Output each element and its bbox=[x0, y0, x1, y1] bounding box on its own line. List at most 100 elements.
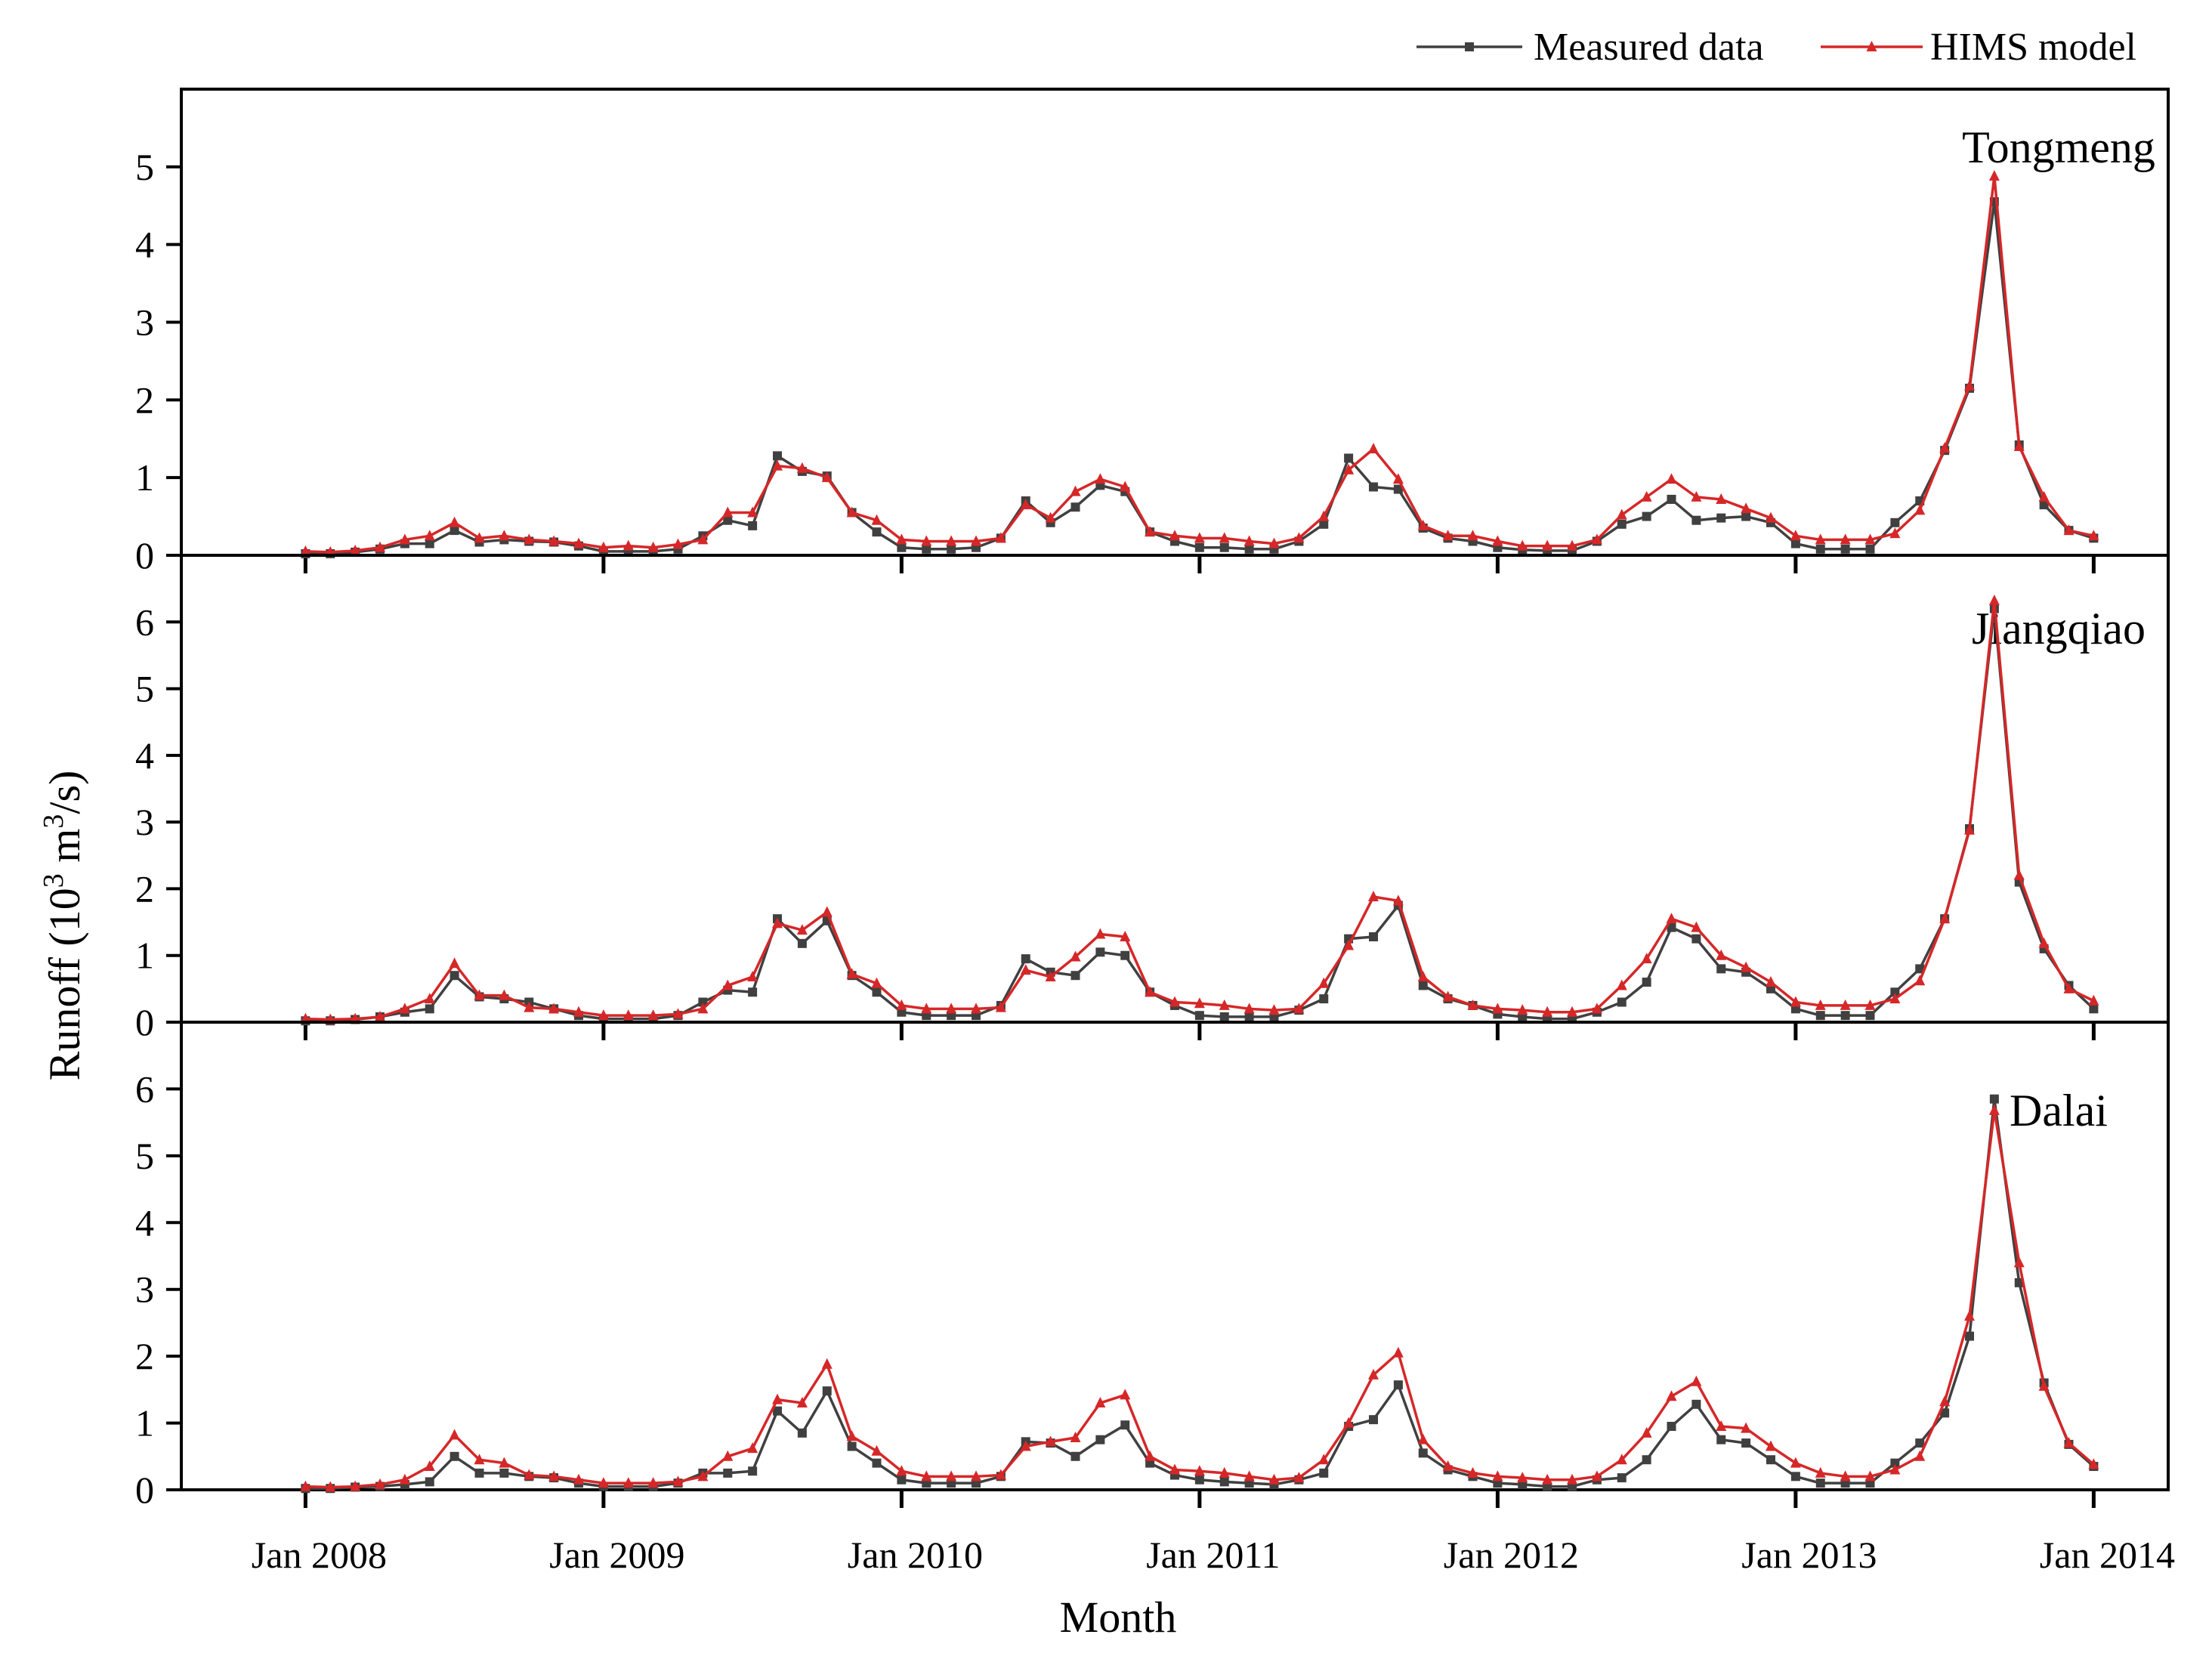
y-tick-label: 5 bbox=[135, 1135, 154, 1177]
data-point bbox=[922, 544, 931, 554]
x-tick-label: Jan 2009 bbox=[549, 1534, 684, 1576]
data-point bbox=[946, 1470, 957, 1482]
data-point bbox=[773, 451, 782, 461]
data-point bbox=[1368, 1368, 1379, 1380]
data-point bbox=[896, 999, 907, 1010]
data-point bbox=[1815, 1478, 1825, 1488]
data-point bbox=[450, 526, 459, 536]
data-point bbox=[573, 1006, 584, 1017]
data-point bbox=[375, 541, 385, 552]
data-point bbox=[399, 533, 410, 545]
data-point bbox=[450, 971, 459, 981]
data-point bbox=[1840, 544, 1850, 554]
data-point bbox=[1617, 519, 1627, 529]
series-line bbox=[305, 175, 2094, 554]
y-tick-label: 5 bbox=[135, 668, 154, 710]
data-point bbox=[1666, 913, 1677, 924]
data-point bbox=[474, 1468, 484, 1478]
data-point bbox=[524, 1001, 535, 1012]
data-point bbox=[1343, 939, 1355, 950]
data-point bbox=[722, 979, 734, 990]
data-point bbox=[1567, 1006, 1577, 1017]
data-point bbox=[573, 1473, 584, 1485]
data-point bbox=[772, 1393, 783, 1404]
data-point bbox=[1666, 1390, 1677, 1401]
data-point bbox=[1716, 1435, 1726, 1444]
panel-jiangqiao: 0 1 2 3 4 5 6 Jiangqiao bbox=[135, 554, 2170, 1043]
data-point bbox=[896, 1465, 907, 1476]
legend-swatch-marker bbox=[1866, 41, 1877, 51]
data-point bbox=[995, 1469, 1006, 1480]
data-point bbox=[1169, 530, 1180, 541]
data-point bbox=[548, 1003, 560, 1014]
data-point bbox=[1369, 932, 1378, 941]
data-point bbox=[1890, 518, 1900, 527]
data-point bbox=[871, 977, 882, 988]
data-point bbox=[1319, 1468, 1329, 1478]
station-label: Tongmeng bbox=[1962, 122, 2155, 172]
data-point bbox=[1840, 533, 1851, 545]
data-point bbox=[647, 1477, 659, 1488]
data-point bbox=[1194, 532, 1205, 543]
data-point bbox=[647, 1009, 659, 1021]
data-point bbox=[821, 906, 833, 917]
data-point bbox=[971, 1470, 981, 1482]
series-line bbox=[305, 1108, 2095, 1489]
data-point bbox=[872, 527, 882, 537]
series-measured bbox=[301, 197, 2099, 558]
data-point bbox=[598, 1009, 609, 1021]
y-tick-label: 1 bbox=[135, 935, 154, 977]
data-point bbox=[1741, 502, 1752, 514]
legend-swatch-marker bbox=[1465, 42, 1474, 51]
data-point bbox=[1219, 532, 1230, 543]
data-point bbox=[1145, 1450, 1156, 1461]
data-point bbox=[1741, 1422, 1752, 1433]
data-point bbox=[1194, 542, 1204, 552]
data-point bbox=[1865, 1011, 1875, 1021]
data-point bbox=[399, 1473, 410, 1485]
y-tick-label: 2 bbox=[135, 378, 154, 421]
data-point bbox=[449, 516, 460, 527]
data-point bbox=[1293, 1003, 1305, 1014]
data-point bbox=[1070, 485, 1081, 496]
data-point bbox=[1542, 1473, 1553, 1485]
data-point bbox=[1915, 964, 1925, 974]
data-point bbox=[2013, 1256, 2025, 1268]
data-point bbox=[1492, 535, 1503, 546]
data-point bbox=[946, 1003, 957, 1014]
y-tick-label: 4 bbox=[135, 224, 154, 266]
data-point bbox=[1492, 1470, 1503, 1482]
data-point bbox=[1915, 1438, 1925, 1448]
data-point bbox=[1889, 527, 1901, 539]
data-point bbox=[1120, 480, 1131, 492]
data-point bbox=[1964, 379, 1975, 391]
x-axis: Jan 2008 Jan 2009 Jan 2010 Jan 2011 Jan 2012… bbox=[252, 1534, 2175, 1576]
data-point bbox=[1716, 964, 1726, 974]
data-point bbox=[424, 993, 435, 1004]
data-point bbox=[1442, 530, 1454, 541]
data-point bbox=[1070, 1451, 1080, 1461]
data-point bbox=[474, 1454, 485, 1465]
data-point bbox=[1914, 1450, 1926, 1461]
data-point bbox=[846, 968, 857, 979]
data-point bbox=[1095, 473, 1106, 484]
data-point bbox=[921, 1003, 932, 1014]
data-point bbox=[722, 1450, 734, 1461]
data-point bbox=[1815, 1011, 1825, 1021]
y-tick-label: 0 bbox=[135, 534, 154, 576]
data-point bbox=[474, 989, 485, 1000]
series-line bbox=[305, 1097, 2095, 1490]
data-point bbox=[598, 1477, 609, 1488]
legend: Measured data HIMS model bbox=[1416, 26, 2136, 69]
data-point bbox=[2013, 869, 2025, 880]
data-point bbox=[672, 1008, 684, 1019]
data-point bbox=[2088, 530, 2099, 541]
data-point bbox=[1914, 504, 1926, 515]
data-point bbox=[971, 1003, 981, 1014]
data-point bbox=[1741, 511, 1751, 521]
data-point bbox=[2063, 982, 2075, 993]
data-point bbox=[872, 987, 882, 997]
data-point bbox=[499, 530, 510, 541]
data-point bbox=[1243, 1470, 1255, 1482]
data-point bbox=[1815, 533, 1826, 545]
